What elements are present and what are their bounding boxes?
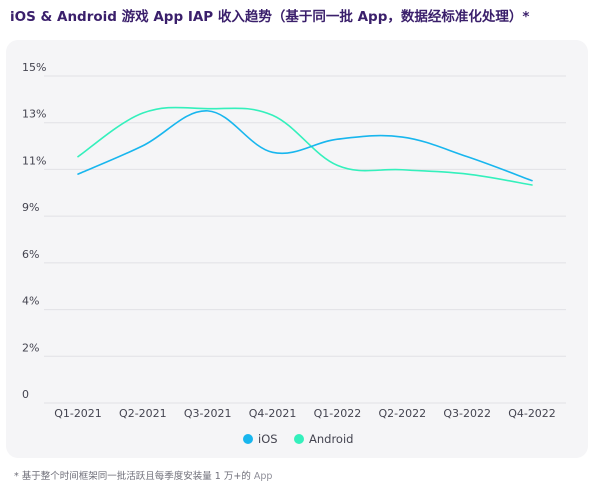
y-axis-ticks: 0 2% 4% 6% 9% 11% 13% 15% bbox=[22, 61, 46, 401]
chart-card bbox=[6, 40, 588, 458]
y-tick-label: 9% bbox=[22, 201, 39, 214]
x-tick-label: Q3-2021 bbox=[184, 407, 232, 420]
x-axis-ticks: Q1-2021 Q2-2021 Q3-2021 Q4-2021 Q1-2022 Q2-20… bbox=[54, 407, 556, 420]
legend-marker bbox=[294, 434, 304, 444]
y-tick-label: 0 bbox=[22, 388, 29, 401]
legend-item-android[interactable]: Android bbox=[294, 432, 353, 446]
x-tick-label: Q4-2022 bbox=[508, 407, 556, 420]
x-tick-label: Q3-2022 bbox=[443, 407, 491, 420]
y-tick-label: 2% bbox=[22, 341, 39, 354]
y-tick-label: 15% bbox=[22, 61, 46, 74]
chart-title: iOS & Android 游戏 App IAP 收入趋势（基于同一批 App，… bbox=[10, 9, 530, 25]
grid-lines bbox=[44, 75, 566, 404]
legend[interactable]: iOS Android bbox=[243, 432, 353, 446]
footnote-text: * 基于整个时间框架同一批活跃且每季度安装量 1 万+的 bbox=[14, 471, 251, 482]
footnote-app: App bbox=[253, 471, 273, 482]
y-tick-label: 13% bbox=[22, 108, 46, 121]
legend-label: iOS bbox=[258, 432, 278, 446]
footnote: * 基于整个时间框架同一批活跃且每季度安装量 1 万+的 App bbox=[14, 468, 272, 482]
x-tick-label: Q4-2021 bbox=[249, 407, 297, 420]
y-tick-label: 4% bbox=[22, 295, 39, 308]
series-line-ios bbox=[77, 110, 533, 182]
x-tick-label: Q2-2022 bbox=[378, 407, 426, 420]
legend-item-ios[interactable]: iOS bbox=[243, 432, 278, 446]
x-tick-label: Q1-2021 bbox=[54, 407, 102, 420]
legend-marker bbox=[243, 434, 253, 444]
series-lines bbox=[77, 106, 533, 186]
y-tick-label: 6% bbox=[22, 248, 39, 261]
legend-label: Android bbox=[309, 432, 353, 446]
y-tick-label: 11% bbox=[22, 154, 46, 167]
series-line-android bbox=[77, 106, 533, 186]
x-tick-label: Q2-2021 bbox=[119, 407, 167, 420]
x-tick-label: Q1-2022 bbox=[314, 407, 362, 420]
